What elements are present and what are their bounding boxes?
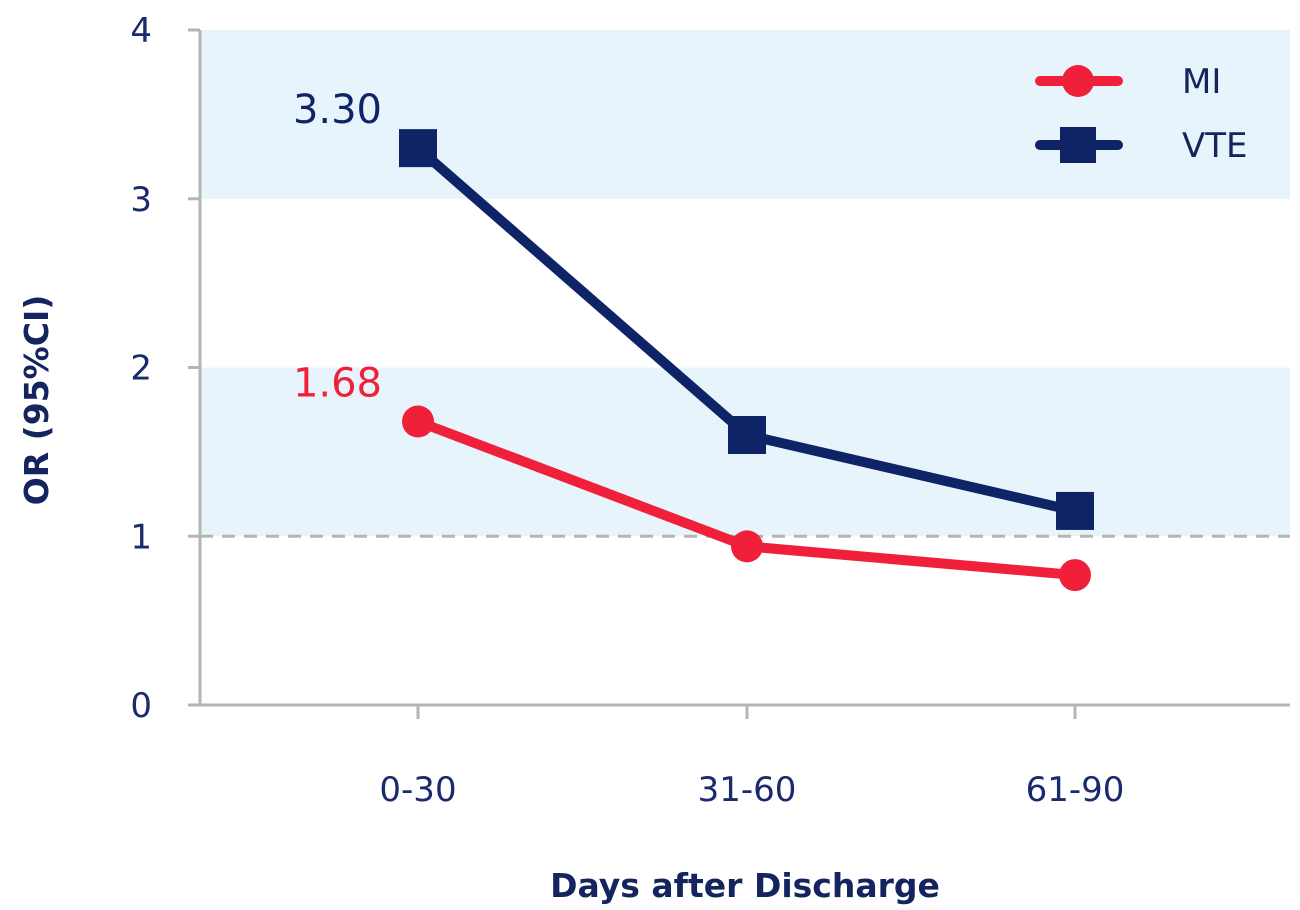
y-ticks: 0 1 2 3 4 xyxy=(130,11,200,726)
y-tick-label-4: 4 xyxy=(130,11,152,51)
point-vte-2 xyxy=(1056,491,1094,530)
point-mi-1 xyxy=(731,530,763,563)
point-mi-0 xyxy=(402,405,434,438)
legend-label-vte: VTE xyxy=(1182,126,1248,166)
point-mi-2 xyxy=(1059,559,1091,592)
data-annotations: 3.30 1.68 xyxy=(293,87,382,406)
legend: MI VTE xyxy=(1035,62,1248,166)
y-tick-label-2: 2 xyxy=(130,349,152,389)
legend-marker-mi xyxy=(1062,65,1094,97)
x-tick-label-1: 31-60 xyxy=(698,770,797,810)
legend-label-mi: MI xyxy=(1182,62,1221,102)
point-vte-1 xyxy=(728,416,766,454)
y-tick-label-3: 3 xyxy=(130,180,152,220)
data-label-vte: 3.30 xyxy=(293,87,382,133)
x-ticks: 0-30 31-60 61-90 xyxy=(379,705,1124,810)
series-group xyxy=(399,129,1094,592)
y-tick-label-1: 1 xyxy=(130,517,152,557)
x-tick-label-2: 61-90 xyxy=(1026,770,1125,810)
point-vte-0 xyxy=(399,129,437,168)
x-axis-title: Days after Discharge xyxy=(550,866,940,905)
x-tick-label-0: 0-30 xyxy=(379,770,456,810)
shaded-band-0 xyxy=(200,30,1290,199)
y-axis-title: OR (95%CI) xyxy=(17,295,56,506)
data-label-mi: 1.68 xyxy=(293,361,382,407)
legend-marker-vte xyxy=(1060,127,1096,163)
y-tick-label-0: 0 xyxy=(130,686,152,726)
